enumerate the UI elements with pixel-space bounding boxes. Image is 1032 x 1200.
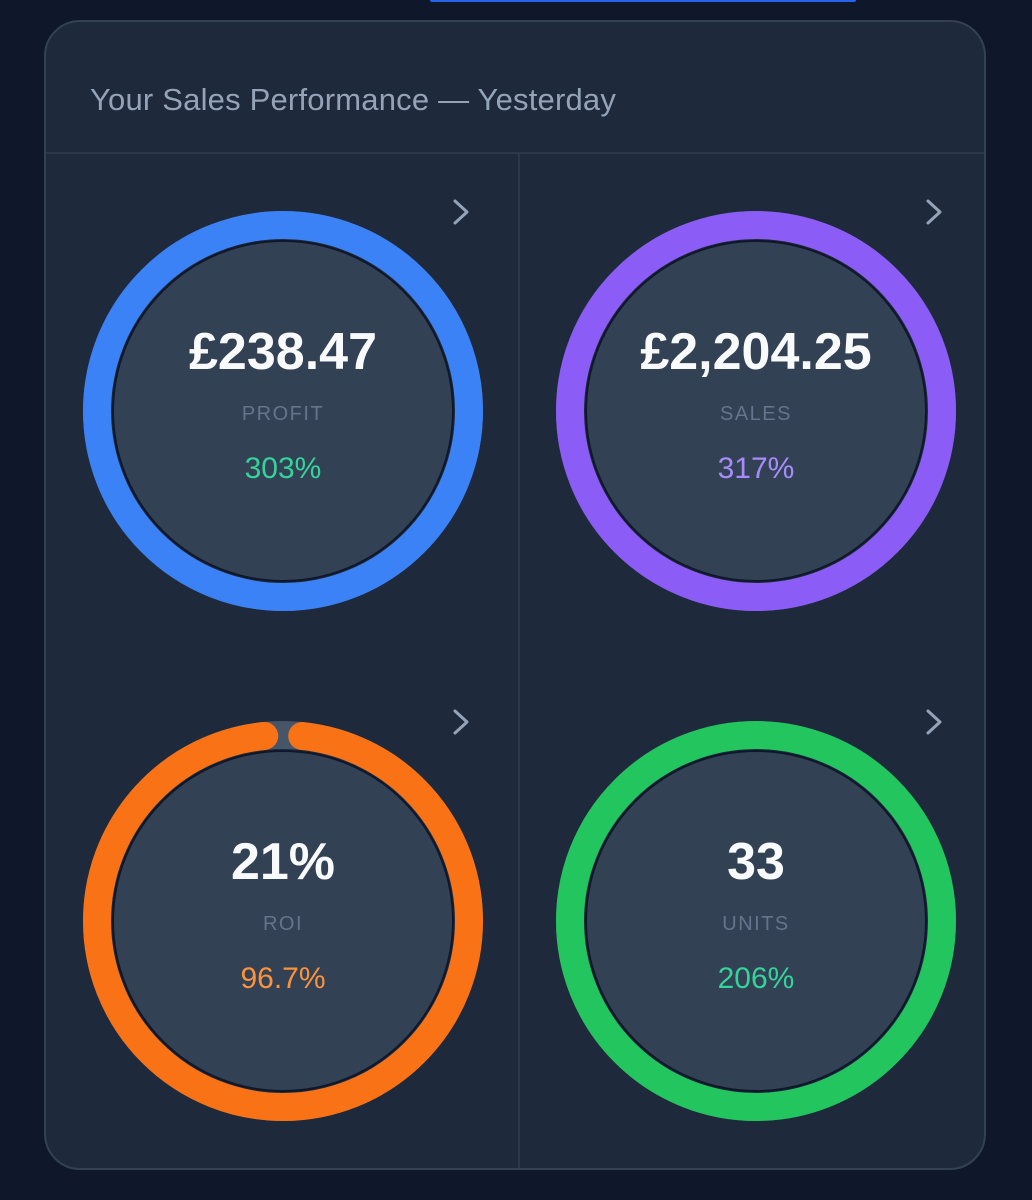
card-header: Your Sales Performance — Yesterday bbox=[46, 22, 984, 154]
units-value: 33 bbox=[727, 833, 785, 891]
sales-change: 317% bbox=[717, 452, 795, 485]
roi-value: 21% bbox=[230, 833, 336, 891]
chevron-right-icon[interactable] bbox=[919, 197, 949, 227]
chevron-right-icon[interactable] bbox=[446, 707, 476, 737]
chevron-right-icon[interactable] bbox=[919, 707, 949, 737]
sales-value: £2,204.25 bbox=[640, 323, 872, 381]
units-ring-gauge bbox=[556, 721, 956, 1121]
roi-label: ROI bbox=[262, 913, 304, 935]
roi-ring-gauge bbox=[83, 721, 483, 1121]
metric-profit[interactable]: £238.47 PROFIT 303% bbox=[46, 154, 517, 664]
sales-performance-card: Your Sales Performance — Yesterday £238.… bbox=[44, 20, 986, 1170]
metric-roi[interactable]: 21% ROI 96.7% bbox=[46, 664, 517, 1168]
chevron-right-icon[interactable] bbox=[446, 197, 476, 227]
profit-ring: £238.47 PROFIT 303% bbox=[81, 209, 485, 613]
sales-label: SALES bbox=[720, 403, 792, 425]
card-title: Your Sales Performance — Yesterday bbox=[90, 82, 617, 117]
roi-change: 96.7% bbox=[240, 962, 326, 995]
metric-units[interactable]: 33 UNITS 206% bbox=[519, 664, 984, 1168]
sales-ring-gauge bbox=[556, 211, 956, 611]
vertical-divider bbox=[518, 154, 520, 1168]
units-change: 206% bbox=[717, 962, 795, 995]
units-label: UNITS bbox=[722, 913, 790, 935]
roi-ring: 21% ROI 96.7% bbox=[81, 719, 485, 1123]
profit-label: PROFIT bbox=[241, 403, 325, 425]
profit-value: £238.47 bbox=[189, 323, 377, 381]
units-ring: 33 UNITS 206% bbox=[554, 719, 958, 1123]
sales-ring: £2,204.25 SALES 317% bbox=[554, 209, 958, 613]
profit-change: 303% bbox=[244, 452, 322, 485]
metric-sales[interactable]: £2,204.25 SALES 317% bbox=[519, 154, 984, 664]
profit-ring-gauge bbox=[83, 211, 483, 611]
top-accent-bar bbox=[430, 0, 856, 2]
